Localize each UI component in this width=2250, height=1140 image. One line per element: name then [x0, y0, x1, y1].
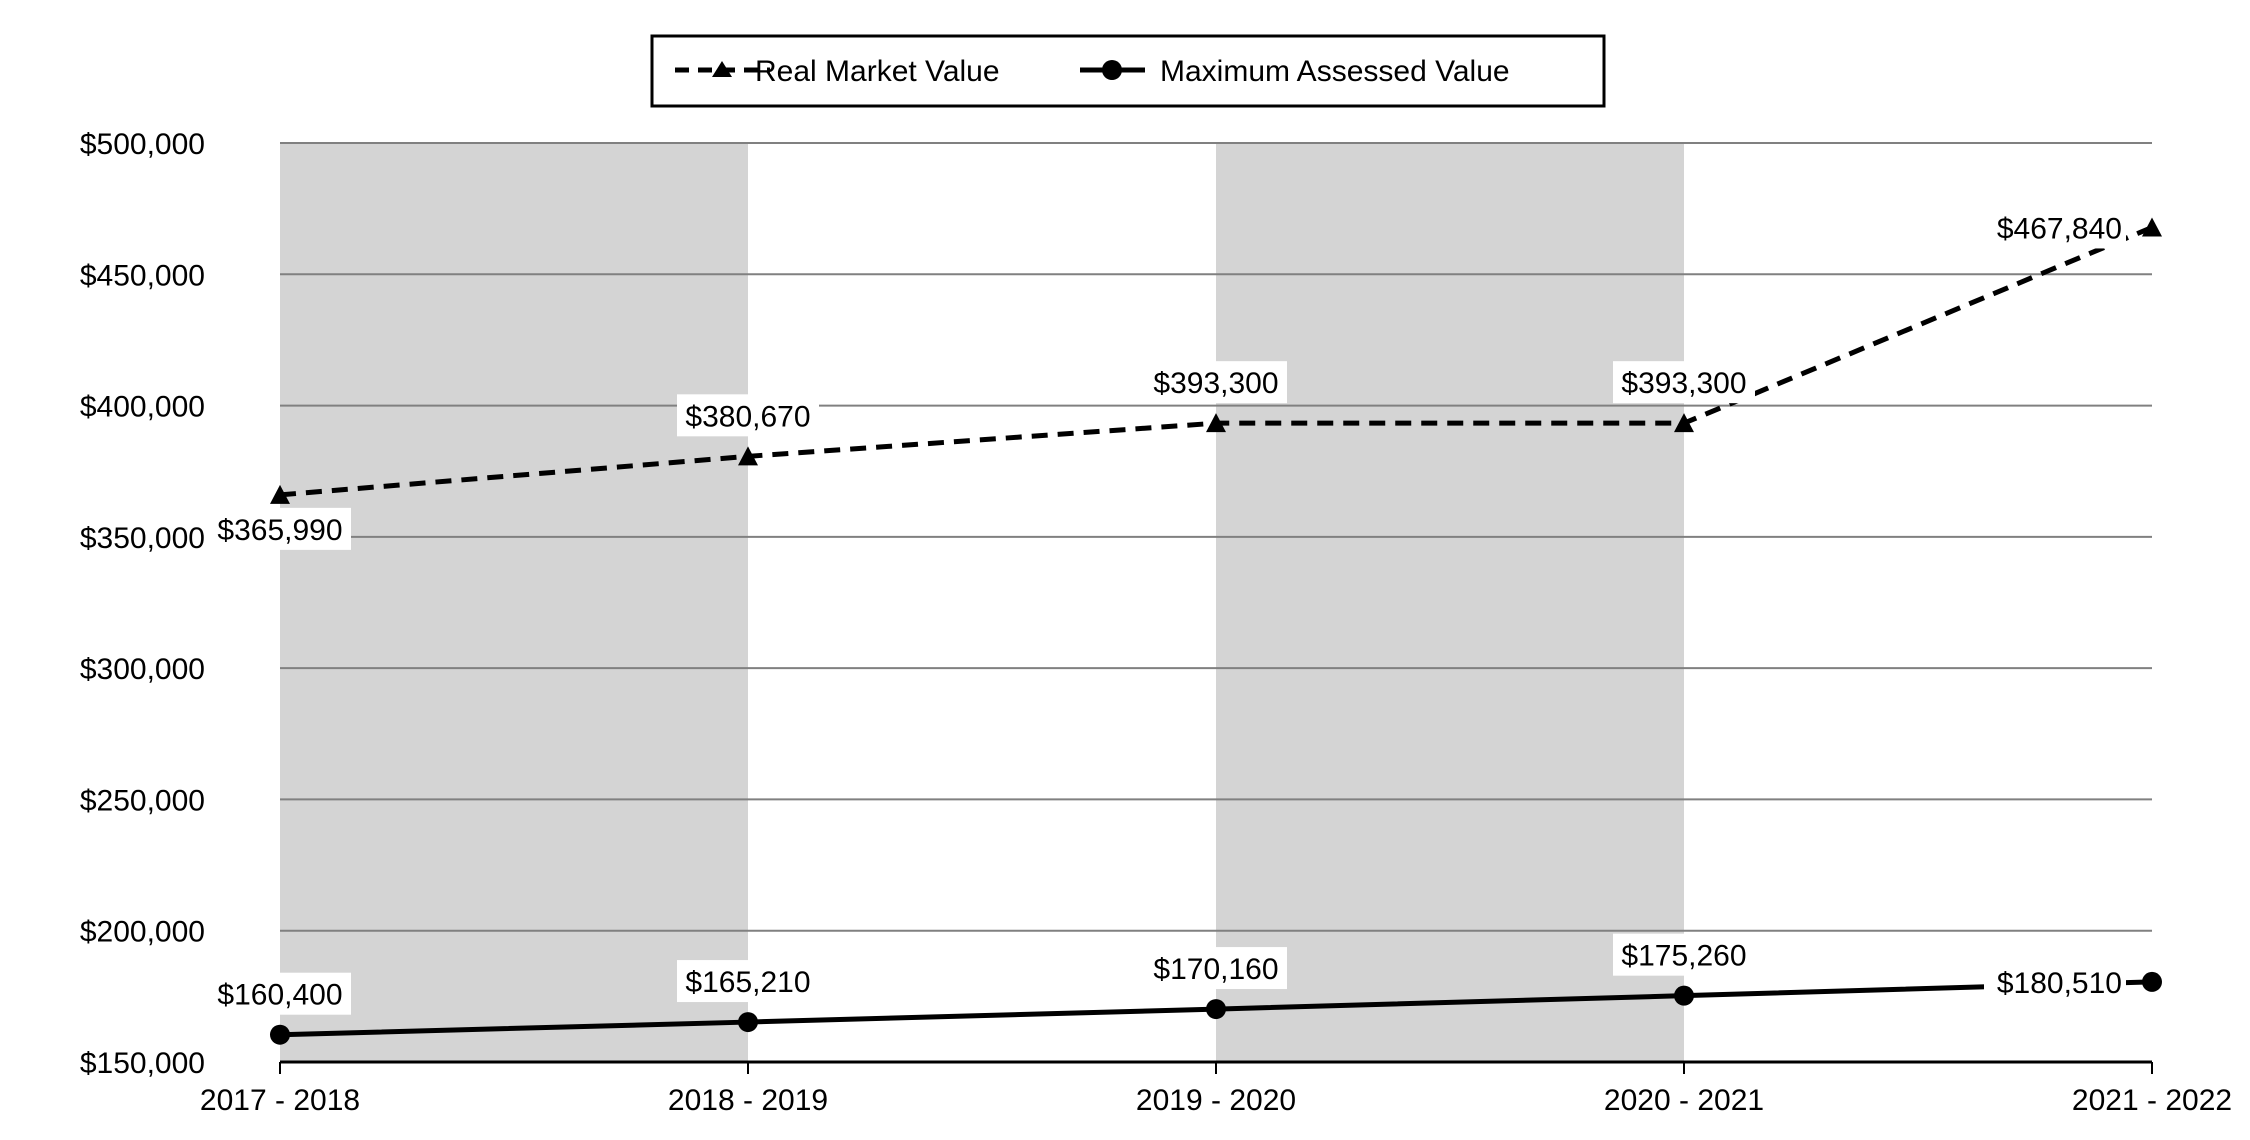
data-label: $467,840 [1997, 212, 2122, 245]
data-point-circle [1674, 985, 1694, 1006]
data-point-circle [1206, 999, 1226, 1020]
data-label-bg [209, 972, 351, 1015]
data-label: $170,160 [1153, 953, 1278, 986]
data-label-bg [1145, 947, 1287, 990]
data-point-triangle [1674, 413, 1694, 433]
y-tick-label: $450,000 [80, 259, 205, 292]
shaded-band [280, 143, 748, 1062]
gridlines [280, 142, 2152, 1064]
series-real-market-value: $365,990 $380,670 $393,300 $393,300 $467,840 [209, 206, 2162, 550]
legend-label-real-market: Real Market Value [755, 55, 1000, 88]
data-label-bg [1984, 206, 2126, 249]
data-point-triangle [738, 446, 758, 466]
x-axis-ticks: 2017 - 2018 2018 - 2019 2019 - 2020 2020 - … [200, 1062, 2232, 1117]
data-label-bg [677, 960, 819, 1003]
legend-circle-marker [1102, 60, 1122, 80]
y-tick-label: $300,000 [80, 653, 205, 686]
data-label: $160,400 [217, 979, 342, 1012]
x-tick-label: 2020 - 2021 [1604, 1084, 1764, 1117]
y-tick-label: $150,000 [80, 1047, 205, 1080]
data-label-bg [209, 507, 351, 550]
data-label: $393,300 [1153, 367, 1278, 400]
x-tick-label: 2019 - 2020 [1136, 1084, 1296, 1117]
legend-triangle-marker [712, 61, 732, 77]
series-maximum-assessed-value: $160,400 $165,210 $170,160 $175,260 $180,510 [209, 933, 2162, 1045]
data-label: $180,510 [1997, 967, 2122, 1000]
data-point-triangle [2142, 217, 2162, 237]
y-axis-ticks: $150,000 $200,000 $250,000 $300,000 $350,000… [80, 128, 205, 1080]
shaded-bands [280, 143, 1684, 1062]
data-label-bg [677, 394, 819, 437]
x-tick-label: 2017 - 2018 [200, 1084, 360, 1117]
series-layer: $365,990 $380,670 $393,300 $393,300 $467,840… [209, 206, 2162, 1045]
y-tick-label: $250,000 [80, 784, 205, 817]
data-label: $380,670 [685, 400, 810, 433]
x-tick-label: 2018 - 2019 [668, 1084, 828, 1117]
data-point-triangle [1206, 413, 1226, 433]
x-tick-label: 2021 - 2022 [2072, 1084, 2232, 1117]
y-tick-label: $200,000 [80, 916, 205, 949]
legend-label-max-assessed: Maximum Assessed Value [1160, 55, 1510, 88]
data-label: $393,300 [1621, 367, 1746, 400]
data-point-circle [738, 1012, 758, 1033]
data-label-bg [1613, 361, 1755, 404]
data-label: $165,210 [685, 966, 810, 999]
data-label: $365,990 [217, 514, 342, 547]
data-point-triangle [270, 484, 290, 504]
shaded-band [1216, 143, 1684, 1062]
y-tick-label: $350,000 [80, 522, 205, 555]
data-label-bg [1145, 361, 1287, 404]
data-point-circle [270, 1024, 290, 1045]
data-point-circle [2142, 971, 2162, 992]
legend: Real Market Value Maximum Assessed Value [650, 34, 1606, 108]
y-tick-label: $400,000 [80, 391, 205, 424]
data-label-bg [1613, 933, 1755, 976]
data-label-bg [1984, 960, 2126, 1003]
y-tick-label: $500,000 [80, 128, 205, 161]
data-label: $175,260 [1621, 940, 1746, 973]
